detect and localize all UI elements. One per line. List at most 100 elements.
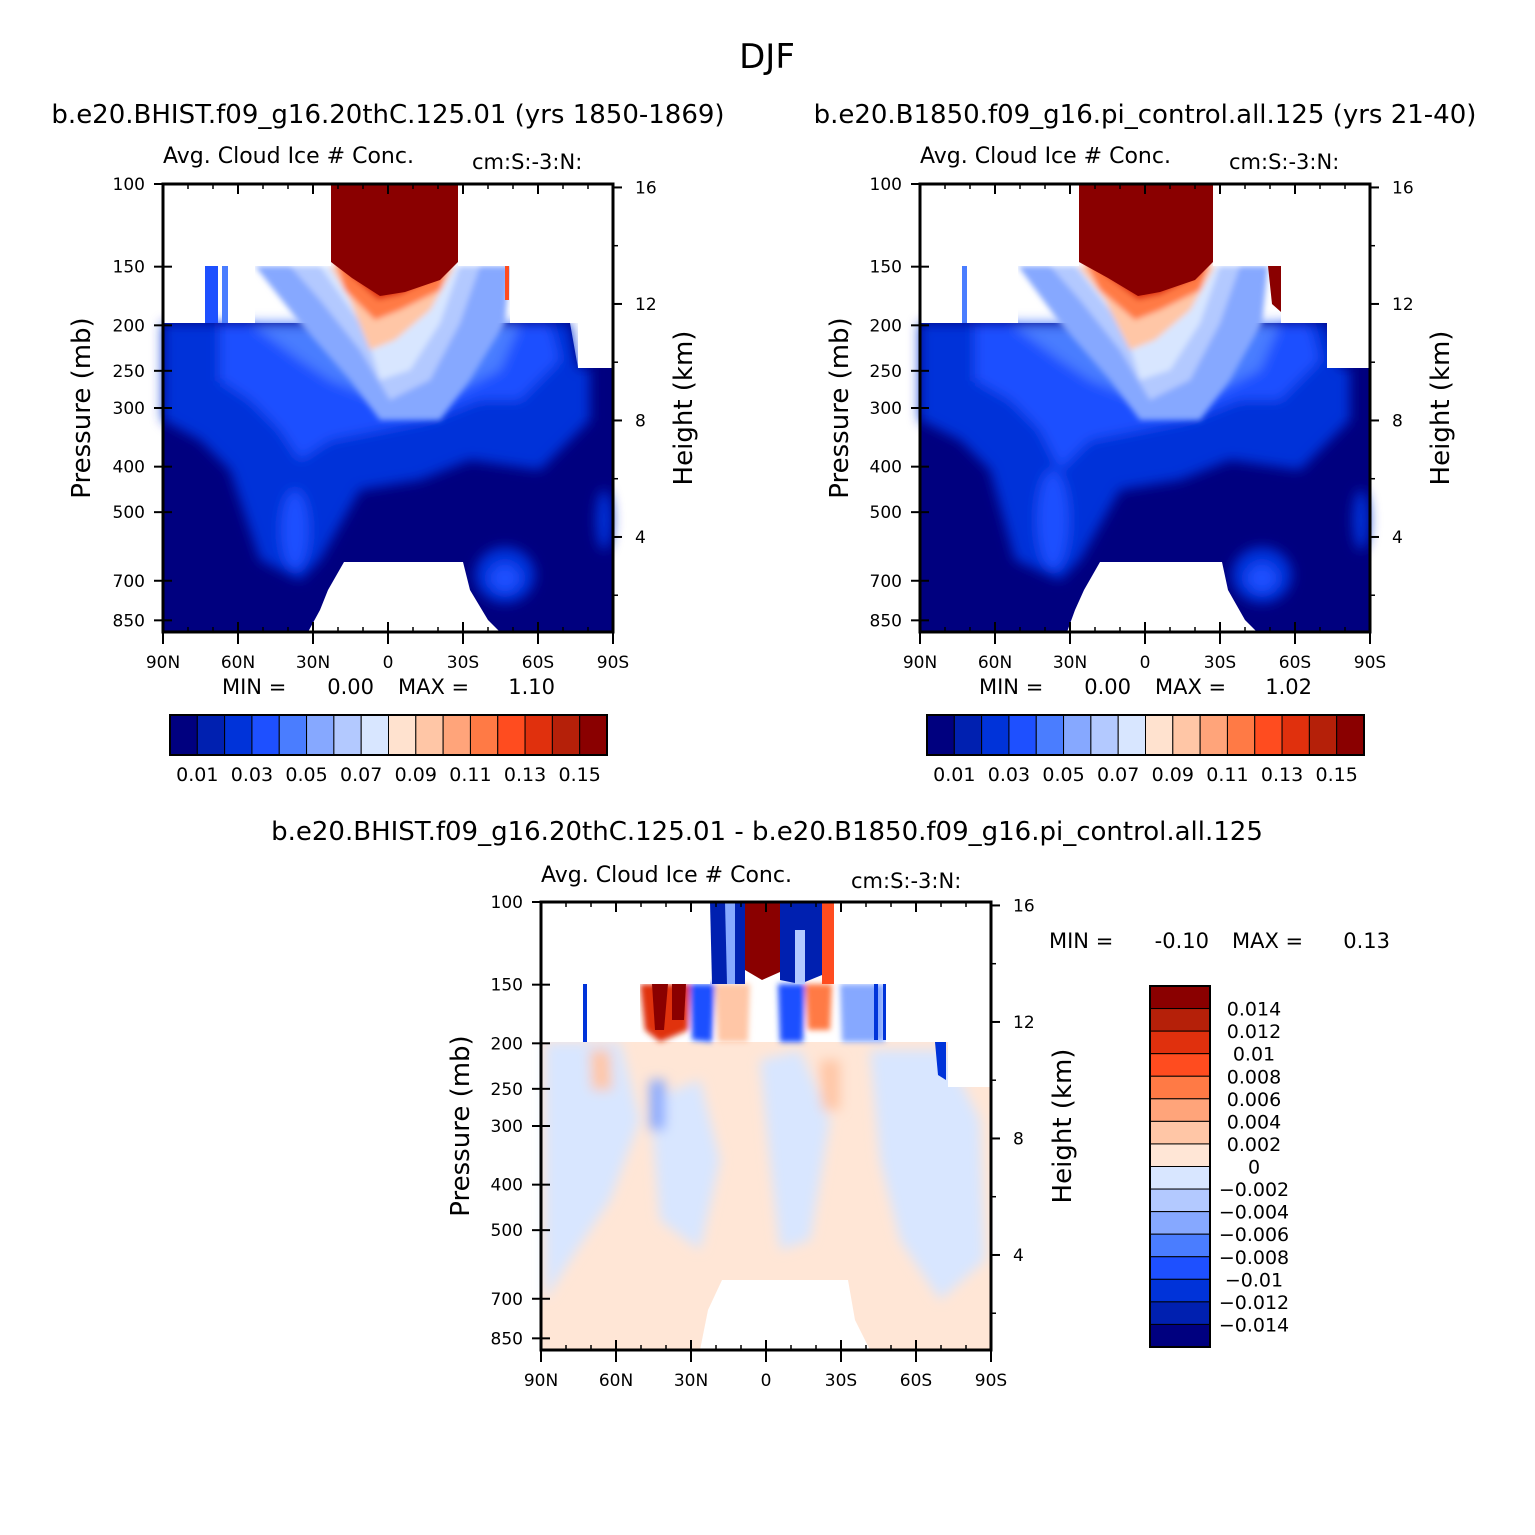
x-tick-label: 60N [599,1371,633,1391]
colorbar-swatch [1090,714,1119,756]
colorbar-swatch [1149,1323,1211,1348]
y-tick-label: 500 [113,503,145,523]
y-tick-label: 700 [491,1290,523,1310]
y-tick-label: 150 [113,258,145,278]
y-tick-label: 100 [870,175,902,195]
panel-difference: Avg. Cloud Ice # Conc. cm:S:-3:N: [446,863,1390,1391]
y-tick-label: 150 [491,976,523,996]
colorbar-swatch [551,714,581,756]
colorbar-outline [926,714,1365,756]
x-axis-difference: 90N 60N 30N 0 30S 60S 90S [524,902,1007,1391]
max-label-control: MAX = [1155,675,1226,699]
min-value-control: 0.00 [1084,675,1131,699]
max-label-difference: MAX = [1232,929,1303,953]
contour-field-case [163,184,613,632]
colorbar-swatch [224,714,253,756]
x-tick-label: 0 [1140,653,1151,673]
colorbar-swatch [1336,714,1365,756]
colorbar-swatch [169,714,198,756]
colorbar-swatch [333,714,362,756]
x-tick-label: 30S [825,1371,857,1391]
colorbar-label: −0.01 [1225,1269,1283,1291]
colorbar-label: 0.004 [1227,1111,1281,1133]
colorbar-label: 0.014 [1227,999,1281,1021]
colorbar-label: 0.008 [1227,1066,1281,1088]
y-right-tick-label: 16 [1392,178,1414,198]
max-value-difference: 0.13 [1343,929,1390,953]
colorbar-label: 0.09 [1152,764,1194,786]
y-tick-label: 300 [870,399,902,419]
units-difference: cm:S:-3:N: [851,869,961,893]
colorbar-swatch [1149,1256,1211,1280]
colorbar-swatch [524,714,553,756]
colorbar-swatch [1149,1030,1211,1055]
y-tick-label: 850 [870,611,902,631]
y-right-tick-label: 12 [635,295,657,315]
y-tick-label: 400 [870,458,902,478]
colorbar-control: 0.01 0.03 0.05 0.07 0.09 0.11 0.13 0.15 [926,714,1365,786]
colorbar-swatch [1145,714,1174,756]
max-label-case: MAX = [398,675,469,699]
colorbar-swatch [251,714,280,756]
colorbar-case: 0.01 0.03 0.05 0.07 0.09 0.11 0.13 0.15 [169,714,608,786]
x-tick-label: 90S [975,1371,1007,1391]
plot-title-case: Avg. Cloud Ice # Conc. [163,144,414,169]
colorbar-label: 0.03 [988,764,1030,786]
y-tick-label: 250 [491,1080,523,1100]
colorbar-label: 0.07 [1097,764,1139,786]
min-label-case: MIN = [222,675,286,699]
y-tick-label: 150 [870,258,902,278]
y-axis-right-control: 16 12 8 4 [1370,178,1414,596]
colorbar-label: 0.006 [1227,1089,1281,1111]
y-axis-case: 100 150 200 250 300 400 500 700 850 [113,175,172,631]
colorbar-swatch [415,714,444,756]
min-value-difference: -0.10 [1155,929,1209,953]
colorbar-swatch [360,714,389,756]
header-difference: b.e20.BHIST.f09_g16.20thC.125.01 - b.e20… [271,817,1263,847]
x-tick-label: 30N [296,653,330,673]
ylabel-right-difference: Height (km) [1048,1049,1078,1204]
colorbar-label: 0.11 [1206,764,1248,786]
x-tick-label: 60N [978,653,1012,673]
header-case: b.e20.BHIST.f09_g16.20thC.125.01 (yrs 18… [51,100,724,130]
colorbar-swatch [469,714,499,756]
colorbar-label: 0.002 [1227,1134,1281,1156]
colorbar-swatch [1008,714,1037,756]
y-axis-right-difference: 16 12 8 4 [991,896,1035,1314]
panel-case: Avg. Cloud Ice # Conc. cm:S:-3:N: [67,144,699,786]
x-tick-label: 30N [674,1371,708,1391]
colorbar-swatch [1172,714,1201,756]
colorbar-label: −0.004 [1219,1202,1289,1224]
x-tick-label: 60S [1279,653,1311,673]
colorbar-swatch [981,714,1010,756]
colorbar-label: 0.15 [1316,764,1358,786]
x-tick-label: 90N [146,653,180,673]
ylabel-case: Pressure (mb) [67,317,97,498]
colorbar-swatch [442,714,471,756]
colorbar-swatch [1199,714,1228,756]
colorbar-label: −0.008 [1219,1247,1289,1269]
colorbar-swatch [1063,714,1092,756]
units-case: cm:S:-3:N: [472,150,582,174]
contour-field-difference [541,902,991,1350]
colorbar-swatch [278,714,308,756]
colorbar-swatch [1149,1098,1211,1122]
x-tick-label: 90S [597,653,629,673]
x-tick-label: 0 [383,653,394,673]
figure-title: DJF [739,37,795,77]
y-right-tick-label: 12 [1013,1013,1035,1033]
x-tick-label: 90N [524,1371,558,1391]
x-tick-label: 60N [221,653,255,673]
y-tick-label: 700 [113,572,145,592]
ylabel-right-control: Height (km) [1426,331,1456,486]
plot-title-difference: Avg. Cloud Ice # Conc. [541,863,792,888]
y-right-tick-label: 16 [1013,896,1035,916]
colorbar-swatch [388,714,417,756]
colorbar-outline [169,714,608,756]
colorbar-swatch [1149,1301,1211,1325]
colorbar-label: 0.05 [1042,764,1084,786]
y-right-tick-label: 8 [1392,411,1403,431]
max-value-control: 1.02 [1265,675,1312,699]
y-tick-label: 250 [113,362,145,382]
